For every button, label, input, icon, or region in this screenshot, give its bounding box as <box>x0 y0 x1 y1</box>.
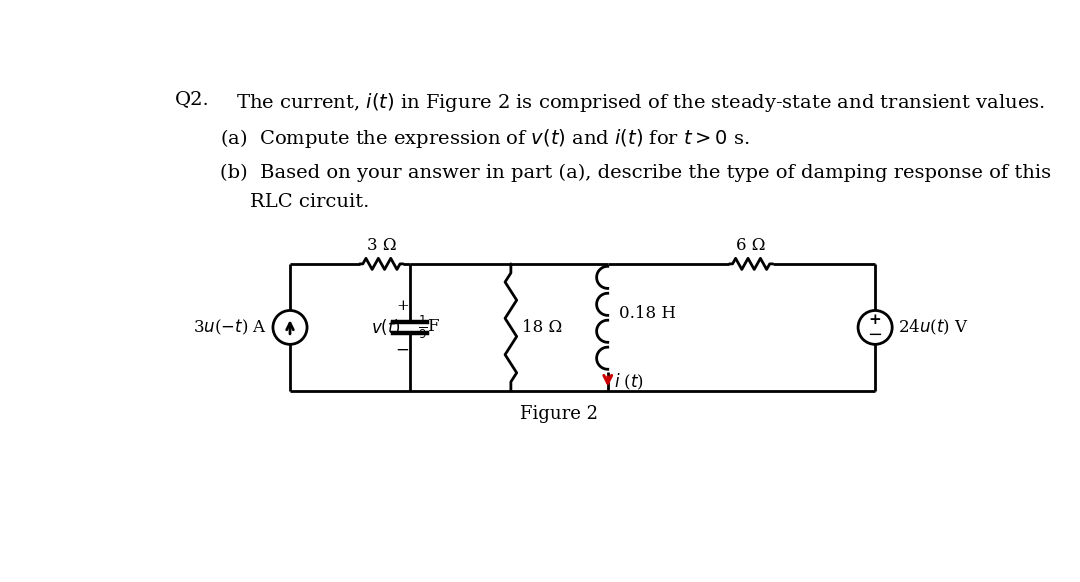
Text: +: + <box>396 299 408 313</box>
Text: 3 Ω: 3 Ω <box>366 237 396 254</box>
Text: 18 Ω: 18 Ω <box>523 319 563 336</box>
Text: 24$u$($t$) V: 24$u$($t$) V <box>899 318 969 337</box>
Text: 3$u$($-t$) A: 3$u$($-t$) A <box>192 318 267 337</box>
Text: +: + <box>868 313 881 327</box>
Text: $i$ ($t$): $i$ ($t$) <box>613 371 644 392</box>
Text: $v(t)$: $v(t)$ <box>370 317 401 338</box>
Text: 6 Ω: 6 Ω <box>737 237 766 254</box>
Text: (b)  Based on your answer in part (a), describe the type of damping response of : (b) Based on your answer in part (a), de… <box>220 164 1051 182</box>
Text: $\frac{1}{9}$F: $\frac{1}{9}$F <box>418 314 441 341</box>
Text: The current, $i(t)$ in Figure 2 is comprised of the steady-state and transient v: The current, $i(t)$ in Figure 2 is compr… <box>235 91 1044 113</box>
Text: −: − <box>867 325 882 343</box>
Text: (a)  Compute the expression of $v(t)$ and $i(t)$ for $t > 0$ s.: (a) Compute the expression of $v(t)$ and… <box>220 127 751 150</box>
Text: Figure 2: Figure 2 <box>521 405 598 423</box>
Text: −: − <box>395 342 409 359</box>
Text: 0.18 H: 0.18 H <box>619 305 676 322</box>
Text: RLC circuit.: RLC circuit. <box>249 193 369 211</box>
Text: Q2.: Q2. <box>175 91 210 109</box>
